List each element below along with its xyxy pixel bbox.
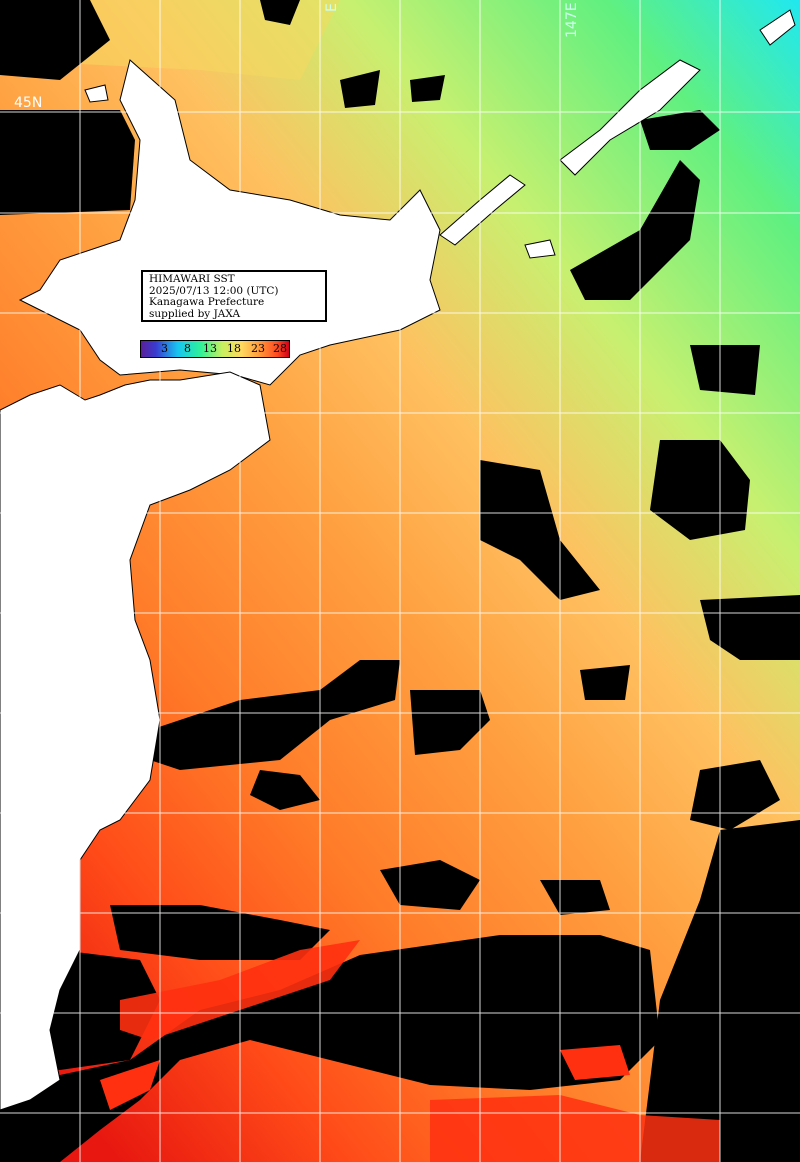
legend-tick: 8 (184, 342, 191, 355)
legend-tick: 18 (227, 342, 241, 355)
legend-tick: 3 (161, 342, 168, 355)
land-islet (84, 84, 109, 103)
legend-tick: 23 (251, 342, 265, 355)
legend-tick: 28 (273, 342, 287, 355)
longitude-label-right: 147E (564, 2, 580, 38)
info-title: HIMAWARI SST (149, 273, 235, 285)
land-kuril-3 (524, 239, 556, 259)
legend-tick: 13 (203, 342, 217, 355)
color-legend: 3 8 13 18 23 28 (140, 340, 290, 358)
longitude-label-left: E (324, 3, 340, 12)
latitude-label: 45N (14, 95, 43, 111)
info-timestamp: 2025/07/13 12:00 (UTC) (149, 284, 279, 297)
info-prefecture: Kanagawa Prefecture (149, 296, 265, 308)
info-box: HIMAWARI SST 2025/07/13 12:00 (UTC) Kana… (141, 270, 327, 322)
land-kuril-1 (559, 59, 701, 176)
land-kuril-4 (759, 9, 796, 46)
land (0, 9, 796, 1111)
info-supplier: supplied by JAXA (149, 307, 241, 320)
land-honshu (0, 371, 271, 1111)
